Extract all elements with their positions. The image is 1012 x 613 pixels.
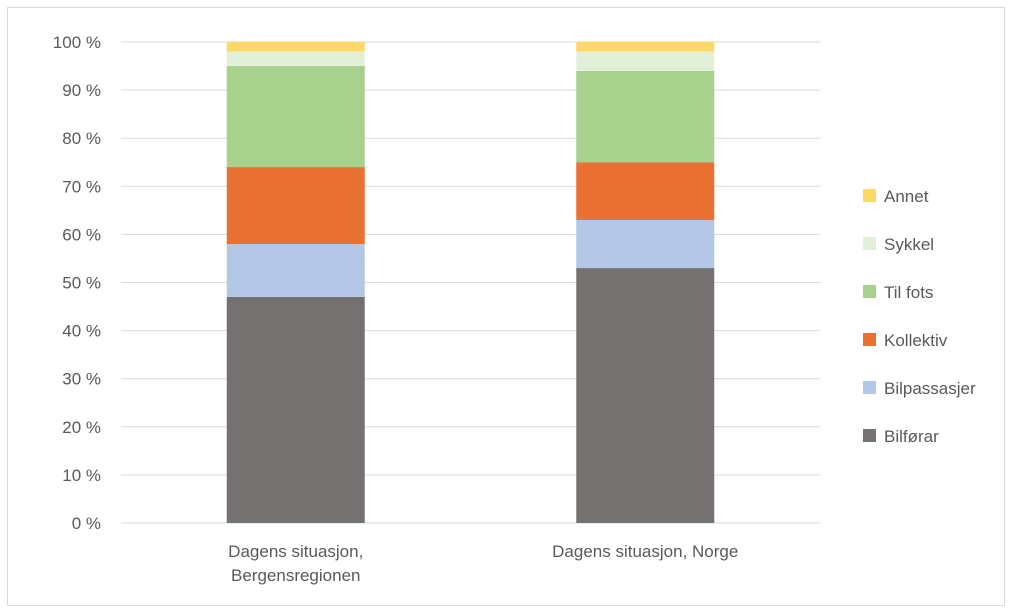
- legend-label: Til fots: [884, 283, 933, 302]
- bar-segment-bilf-rar: [226, 296, 365, 523]
- y-tick-label: 20 %: [62, 418, 101, 437]
- y-tick-label: 40 %: [62, 322, 101, 341]
- bar-segment-til-fots: [576, 70, 715, 163]
- legend-swatch: [863, 381, 876, 394]
- y-tick-label: 70 %: [62, 177, 101, 196]
- legend-swatch: [863, 429, 876, 442]
- bar-segment-bilf-rar: [576, 268, 715, 523]
- y-tick-label: 30 %: [62, 370, 101, 389]
- legend-label: Bilførar: [884, 427, 939, 446]
- bar-segment-til-fots: [226, 66, 365, 168]
- bar-segment-sykkel: [226, 51, 365, 67]
- bar-segment-bilpassasjer: [226, 244, 365, 297]
- y-tick-label: 90 %: [62, 81, 101, 100]
- legend-label: Kollektiv: [884, 331, 948, 350]
- legend-swatch: [863, 189, 876, 202]
- chart-frame: [7, 7, 1005, 606]
- legend-swatch: [863, 237, 876, 250]
- bar-segment-kollektiv: [226, 167, 365, 245]
- legend-label: Bilpassasjer: [884, 379, 976, 398]
- x-category-label: Dagens situasjon, Norge: [552, 542, 738, 561]
- y-tick-label: 100 %: [53, 33, 101, 52]
- x-category-label: Bergensregionen: [231, 566, 360, 585]
- y-tick-label: 10 %: [62, 466, 101, 485]
- legend-swatch: [863, 333, 876, 346]
- x-category-label: Dagens situasjon,: [228, 542, 363, 561]
- y-tick-label: 80 %: [62, 129, 101, 148]
- y-tick-label: 0 %: [72, 514, 101, 533]
- legend-label: Sykkel: [884, 235, 934, 254]
- bar-segment-annet: [576, 42, 715, 52]
- bar-segment-annet: [226, 42, 365, 52]
- legend-label: Annet: [884, 187, 929, 206]
- bar-segment-sykkel: [576, 51, 715, 71]
- y-tick-label: 50 %: [62, 274, 101, 293]
- y-tick-label: 60 %: [62, 225, 101, 244]
- bar-segment-kollektiv: [576, 162, 715, 220]
- bar-segment-bilpassasjer: [576, 219, 715, 269]
- legend-swatch: [863, 285, 876, 298]
